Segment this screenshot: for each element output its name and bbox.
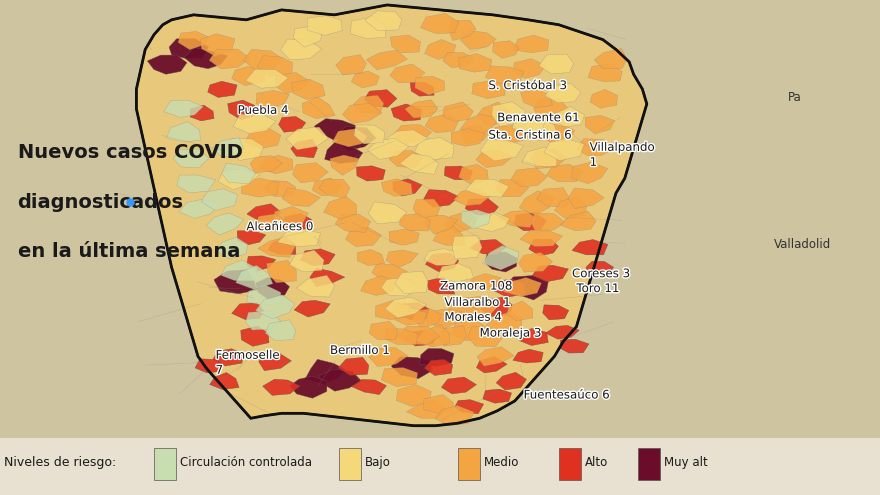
Polygon shape [164, 100, 203, 117]
Polygon shape [369, 321, 398, 340]
Polygon shape [476, 356, 507, 373]
Polygon shape [190, 105, 214, 121]
Polygon shape [444, 211, 479, 233]
Polygon shape [273, 206, 308, 229]
Text: Sta. Cristina 6: Sta. Cristina 6 [488, 129, 572, 142]
Polygon shape [477, 347, 514, 366]
Polygon shape [472, 81, 506, 99]
Polygon shape [325, 141, 363, 163]
Polygon shape [460, 114, 499, 135]
Polygon shape [335, 214, 370, 232]
Text: Fermoselle
7: Fermoselle 7 [216, 348, 280, 377]
Polygon shape [466, 198, 498, 216]
Polygon shape [561, 339, 589, 353]
Polygon shape [282, 188, 320, 206]
Polygon shape [350, 16, 385, 39]
Polygon shape [231, 67, 265, 86]
Polygon shape [338, 357, 369, 375]
Polygon shape [594, 49, 627, 69]
Polygon shape [505, 276, 548, 300]
Polygon shape [420, 348, 454, 366]
Polygon shape [421, 13, 458, 34]
Polygon shape [354, 125, 385, 144]
Polygon shape [381, 368, 417, 387]
Polygon shape [166, 122, 200, 142]
Polygon shape [391, 104, 422, 121]
Polygon shape [395, 271, 429, 294]
Text: Toro 11: Toro 11 [576, 282, 620, 295]
Polygon shape [389, 150, 423, 168]
Polygon shape [254, 214, 287, 232]
Polygon shape [206, 213, 244, 235]
Polygon shape [357, 249, 385, 266]
Polygon shape [466, 179, 510, 197]
Polygon shape [568, 188, 605, 209]
Polygon shape [222, 163, 256, 184]
Polygon shape [460, 126, 489, 145]
Polygon shape [477, 102, 509, 126]
Text: Pa: Pa [788, 92, 802, 104]
Polygon shape [486, 311, 522, 334]
Polygon shape [590, 90, 618, 108]
Polygon shape [425, 215, 458, 234]
Polygon shape [246, 256, 275, 271]
Polygon shape [454, 189, 490, 205]
Polygon shape [244, 50, 282, 70]
Polygon shape [470, 240, 506, 255]
Polygon shape [405, 100, 438, 118]
Polygon shape [314, 119, 356, 141]
Polygon shape [447, 304, 476, 321]
FancyBboxPatch shape [0, 438, 880, 495]
Polygon shape [588, 64, 622, 82]
Polygon shape [514, 58, 546, 78]
Polygon shape [480, 140, 524, 161]
Polygon shape [364, 11, 402, 30]
Polygon shape [241, 326, 269, 346]
Polygon shape [177, 175, 216, 193]
Polygon shape [202, 189, 238, 210]
Polygon shape [529, 239, 559, 256]
Text: Moraleja 3: Moraleja 3 [480, 327, 541, 340]
Polygon shape [392, 125, 431, 144]
Polygon shape [361, 276, 398, 296]
Polygon shape [433, 226, 466, 246]
Polygon shape [385, 297, 427, 318]
Polygon shape [284, 213, 312, 232]
Polygon shape [571, 162, 608, 184]
Polygon shape [444, 166, 473, 180]
Polygon shape [400, 153, 438, 175]
Polygon shape [173, 149, 209, 168]
Polygon shape [369, 347, 407, 367]
Polygon shape [452, 236, 482, 259]
Polygon shape [485, 66, 524, 84]
Polygon shape [333, 129, 367, 147]
Polygon shape [466, 274, 502, 290]
Polygon shape [286, 127, 328, 150]
Polygon shape [246, 285, 282, 305]
Polygon shape [414, 138, 454, 160]
Polygon shape [376, 300, 410, 320]
Polygon shape [482, 246, 519, 270]
Polygon shape [396, 326, 440, 345]
Text: Zamora 108: Zamora 108 [440, 280, 512, 293]
Text: en la última semana: en la última semana [18, 243, 240, 261]
Text: Bajo: Bajo [365, 456, 391, 469]
Polygon shape [364, 90, 397, 107]
Polygon shape [451, 129, 485, 147]
Text: Puebla 4: Puebla 4 [238, 104, 289, 117]
Polygon shape [246, 311, 281, 330]
Polygon shape [415, 325, 450, 347]
Polygon shape [305, 359, 346, 384]
Polygon shape [492, 101, 525, 126]
Polygon shape [277, 229, 320, 247]
Polygon shape [184, 48, 228, 69]
Polygon shape [572, 240, 608, 255]
Polygon shape [372, 263, 407, 280]
Polygon shape [201, 34, 235, 56]
Polygon shape [449, 20, 476, 41]
Polygon shape [404, 330, 437, 346]
Text: Benavente 61: Benavente 61 [497, 111, 580, 124]
Polygon shape [496, 372, 526, 390]
Polygon shape [256, 91, 290, 108]
